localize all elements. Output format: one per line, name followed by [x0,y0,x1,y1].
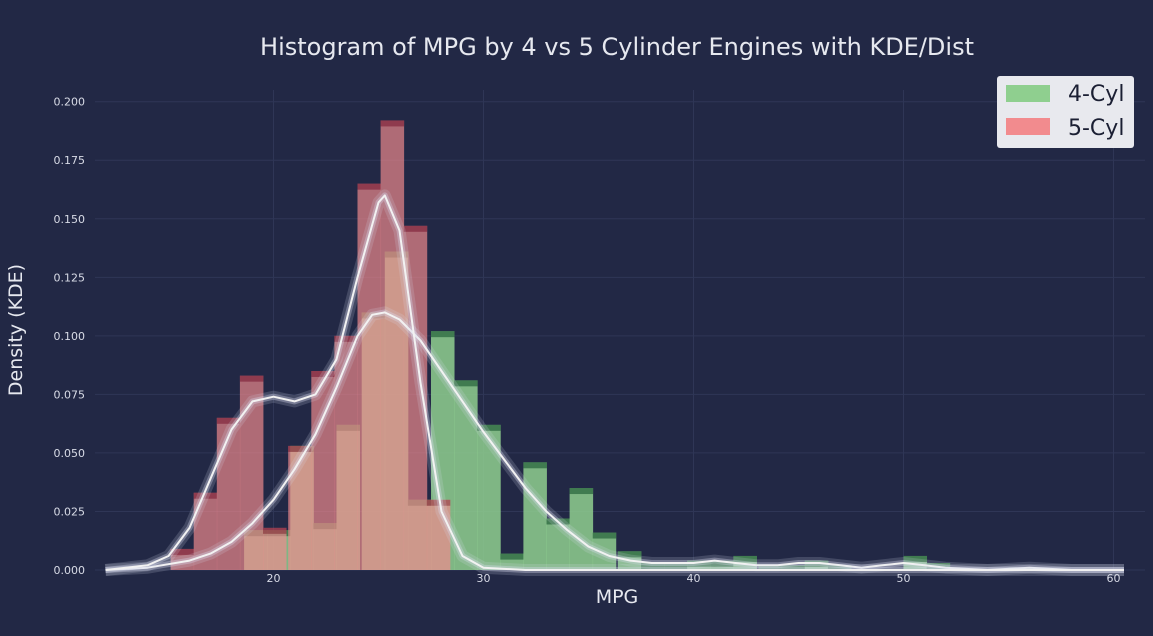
series-5cyl-bar [380,120,405,570]
series-5cyl-bar [193,492,218,570]
series-5cyl-bars [170,120,451,570]
series-5cyl-bar-cap [311,370,335,377]
series-5cyl-bar [239,375,264,570]
series-5cyl-bar [311,370,335,570]
y-tick-label: 0.175 [54,154,86,167]
series-5cyl-bar-cap [263,527,287,534]
series-4cyl-bar-cap [827,565,852,570]
x-tick-label: 20 [267,572,281,585]
chart-title: Histogram of MPG by 4 vs 5 Cylinder Engi… [260,33,974,61]
series-5cyl-bar-cap [426,499,451,506]
series-5cyl-bar [170,548,195,570]
x-axis-label: MPG [596,586,639,608]
x-tick-label: 40 [687,572,701,585]
y-tick-label: 0.200 [54,96,86,109]
legend: 4-Cyl 5-Cyl [997,76,1134,148]
series-5cyl-bar-cap [334,335,358,342]
series-4cyl-bar-cap [454,380,478,387]
series-5cyl-bar-cap [380,120,405,127]
series-5cyl-bar [334,335,358,570]
series-5cyl-bar-cap [170,548,195,555]
series-5cyl-bar [216,417,241,570]
series-4cyl-bar-cap [687,560,711,567]
series-4cyl-bar-cap [733,555,757,562]
series-5cyl-bar-cap [193,492,218,499]
series-4cyl-bar-cap [592,532,617,539]
series-4cyl-bar [454,380,478,570]
y-tick-label: 0.125 [54,271,86,284]
y-axis-label: Density (KDE) [5,264,27,396]
x-axis-ticks: 20 30 40 50 60 [267,572,1121,585]
legend-swatch-4cyl [1006,85,1050,102]
legend-label-4cyl: 4-Cyl [1068,82,1124,107]
y-tick-label: 0.150 [54,213,86,226]
y-tick-label: 0.100 [54,330,86,343]
x-tick-label: 50 [897,572,911,585]
kde-line-5cyl [105,194,1124,571]
y-tick-label: 0.075 [54,388,86,401]
kde-line-4cyl [105,311,1124,571]
series-4cyl-bar-cap [641,562,665,569]
series-5cyl-bar-cap [288,445,312,452]
series-4cyl-bar [592,532,617,570]
series-4cyl-bar-cap [664,562,688,569]
x-tick-label: 60 [1107,572,1121,585]
series-4cyl-bar [546,518,571,570]
series-5cyl-bar-cap [403,225,428,232]
y-tick-label: 0.050 [54,447,86,460]
y-tick-label: 0.000 [54,564,86,577]
series-4cyl-bar [523,462,547,570]
series-4cyl-bar-cap [500,553,524,560]
series-4cyl-bar-cap [477,424,501,431]
series-4cyl-bar-cap [617,551,642,558]
y-axis-ticks: 0.000 0.025 0.050 0.075 0.100 0.125 0.150 0.175… [54,96,86,577]
series-5cyl-bar-cap [239,375,264,382]
series-4cyl-bar [569,488,594,570]
series-4cyl-bar-cap [523,462,547,469]
series-5cyl-bar [403,225,428,570]
series-5cyl-bar-cap [357,183,382,190]
series-4cyl-bar [477,424,501,570]
legend-swatch-5cyl [1006,118,1050,135]
series-5cyl-bar [288,445,312,570]
series-4cyl-bar-cap [431,331,455,338]
x-tick-label: 30 [477,572,491,585]
series-4cyl-bar-cap [781,565,806,570]
grid-lines [95,90,1145,571]
kde-curves [104,189,1124,576]
series-4cyl-bar-cap [903,555,928,562]
series-5cyl-bar-cap [216,417,241,424]
series-5cyl-bar [357,183,382,570]
series-4cyl-bar-cap [569,488,594,495]
legend-label-5cyl: 5-Cyl [1068,116,1124,141]
series-5cyl-bar [263,527,287,570]
y-tick-label: 0.025 [54,505,86,518]
series-4cyl-bar-cap [710,560,734,567]
series-4cyl-bar-cap [758,565,783,570]
